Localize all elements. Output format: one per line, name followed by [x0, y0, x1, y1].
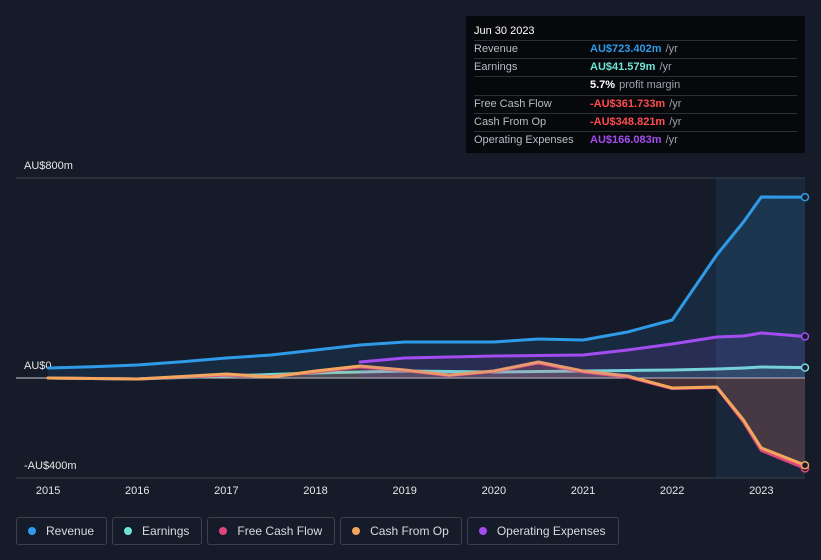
end-point: [800, 460, 810, 470]
legend: Revenue Earnings Free Cash Flow Cash From O…: [16, 517, 619, 545]
legend-label: Cash From Op: [370, 524, 449, 538]
tooltip-row: 5.7% profit margin: [474, 76, 797, 94]
tooltip-unit: /yr: [665, 43, 678, 55]
legend-item[interactable]: Cash From Op: [340, 517, 462, 545]
tooltip-label: Free Cash Flow: [474, 97, 552, 110]
highlight-region: [716, 178, 805, 478]
tooltip-row: Cash From Op -AU$348.821m/yr: [474, 112, 797, 131]
tooltip-unit: /yr: [669, 97, 682, 110]
legend-marker: [28, 527, 36, 535]
x-tick-label: 2019: [392, 485, 416, 497]
x-tick-label: 2022: [660, 485, 684, 497]
y-tick-label: AU$800m: [24, 160, 73, 172]
legend-item[interactable]: Free Cash Flow: [207, 517, 336, 545]
legend-marker: [124, 527, 133, 535]
legend-label: Free Cash Flow: [237, 524, 323, 538]
tooltip-value: AU$41.579m: [590, 61, 656, 74]
x-tick-label: 2023: [749, 485, 773, 497]
end-point: [800, 332, 810, 341]
legend-item[interactable]: Revenue: [16, 517, 108, 545]
x-tick-label: 2021: [571, 485, 595, 497]
legend-label: Revenue: [46, 524, 95, 538]
legend-label: Operating Expenses: [496, 524, 606, 538]
legend-marker: [478, 527, 487, 535]
series-line: [358, 331, 807, 364]
x-tick-label: 2018: [303, 485, 327, 497]
tooltip-value: AU$166.083m: [590, 133, 662, 146]
tooltip-unit: profit margin: [619, 79, 681, 92]
series-area: [48, 197, 806, 378]
series-line: [46, 195, 807, 370]
tooltip-date: Jun 30 2023: [474, 25, 535, 37]
legend-item[interactable]: Earnings: [112, 517, 203, 545]
tooltip-label: Earnings: [474, 61, 518, 74]
tooltip-label: Operating Expenses: [474, 133, 574, 146]
tooltip-unit: /yr: [665, 133, 678, 146]
tooltip-row: Revenue AU$723.402m/yr: [474, 40, 797, 58]
tooltip-value: -AU$361.733m: [590, 97, 666, 110]
tooltip-value: AU$723.402m: [590, 43, 662, 55]
y-tick-label: AU$0: [24, 360, 52, 372]
tooltip-row: Free Cash Flow -AU$361.733m/yr: [474, 94, 797, 113]
x-tick-label: 2020: [482, 485, 506, 497]
x-tick-label: 2016: [125, 485, 149, 497]
end-point: [800, 192, 810, 202]
tooltip-label: [474, 77, 590, 94]
end-point: [800, 363, 810, 372]
tooltip-unit: /yr: [659, 61, 672, 74]
legend-marker: [352, 527, 361, 535]
series-line: [46, 360, 807, 467]
x-tick-label: 2015: [36, 485, 60, 497]
tooltip-label: Revenue: [474, 43, 519, 55]
tooltip: Jun 30 2023 Revenue AU$723.402m/yr Earnings…: [466, 16, 805, 153]
legend-label: Earnings: [142, 524, 190, 538]
legend-item[interactable]: Operating Expenses: [466, 517, 619, 545]
tooltip-row: Operating Expenses AU$166.083m/yr: [474, 130, 797, 149]
tooltip-unit: /yr: [669, 115, 682, 128]
x-tick-label: 2017: [214, 485, 238, 497]
y-tick-label: -AU$400m: [24, 460, 77, 472]
tooltip-value: 5.7%: [590, 79, 616, 92]
tooltip-value: -AU$348.821m: [590, 115, 666, 128]
tooltip-label: Cash From Op: [474, 115, 547, 128]
legend-marker: [219, 527, 228, 535]
tooltip-row: Earnings AU$41.579m/yr: [474, 58, 797, 76]
